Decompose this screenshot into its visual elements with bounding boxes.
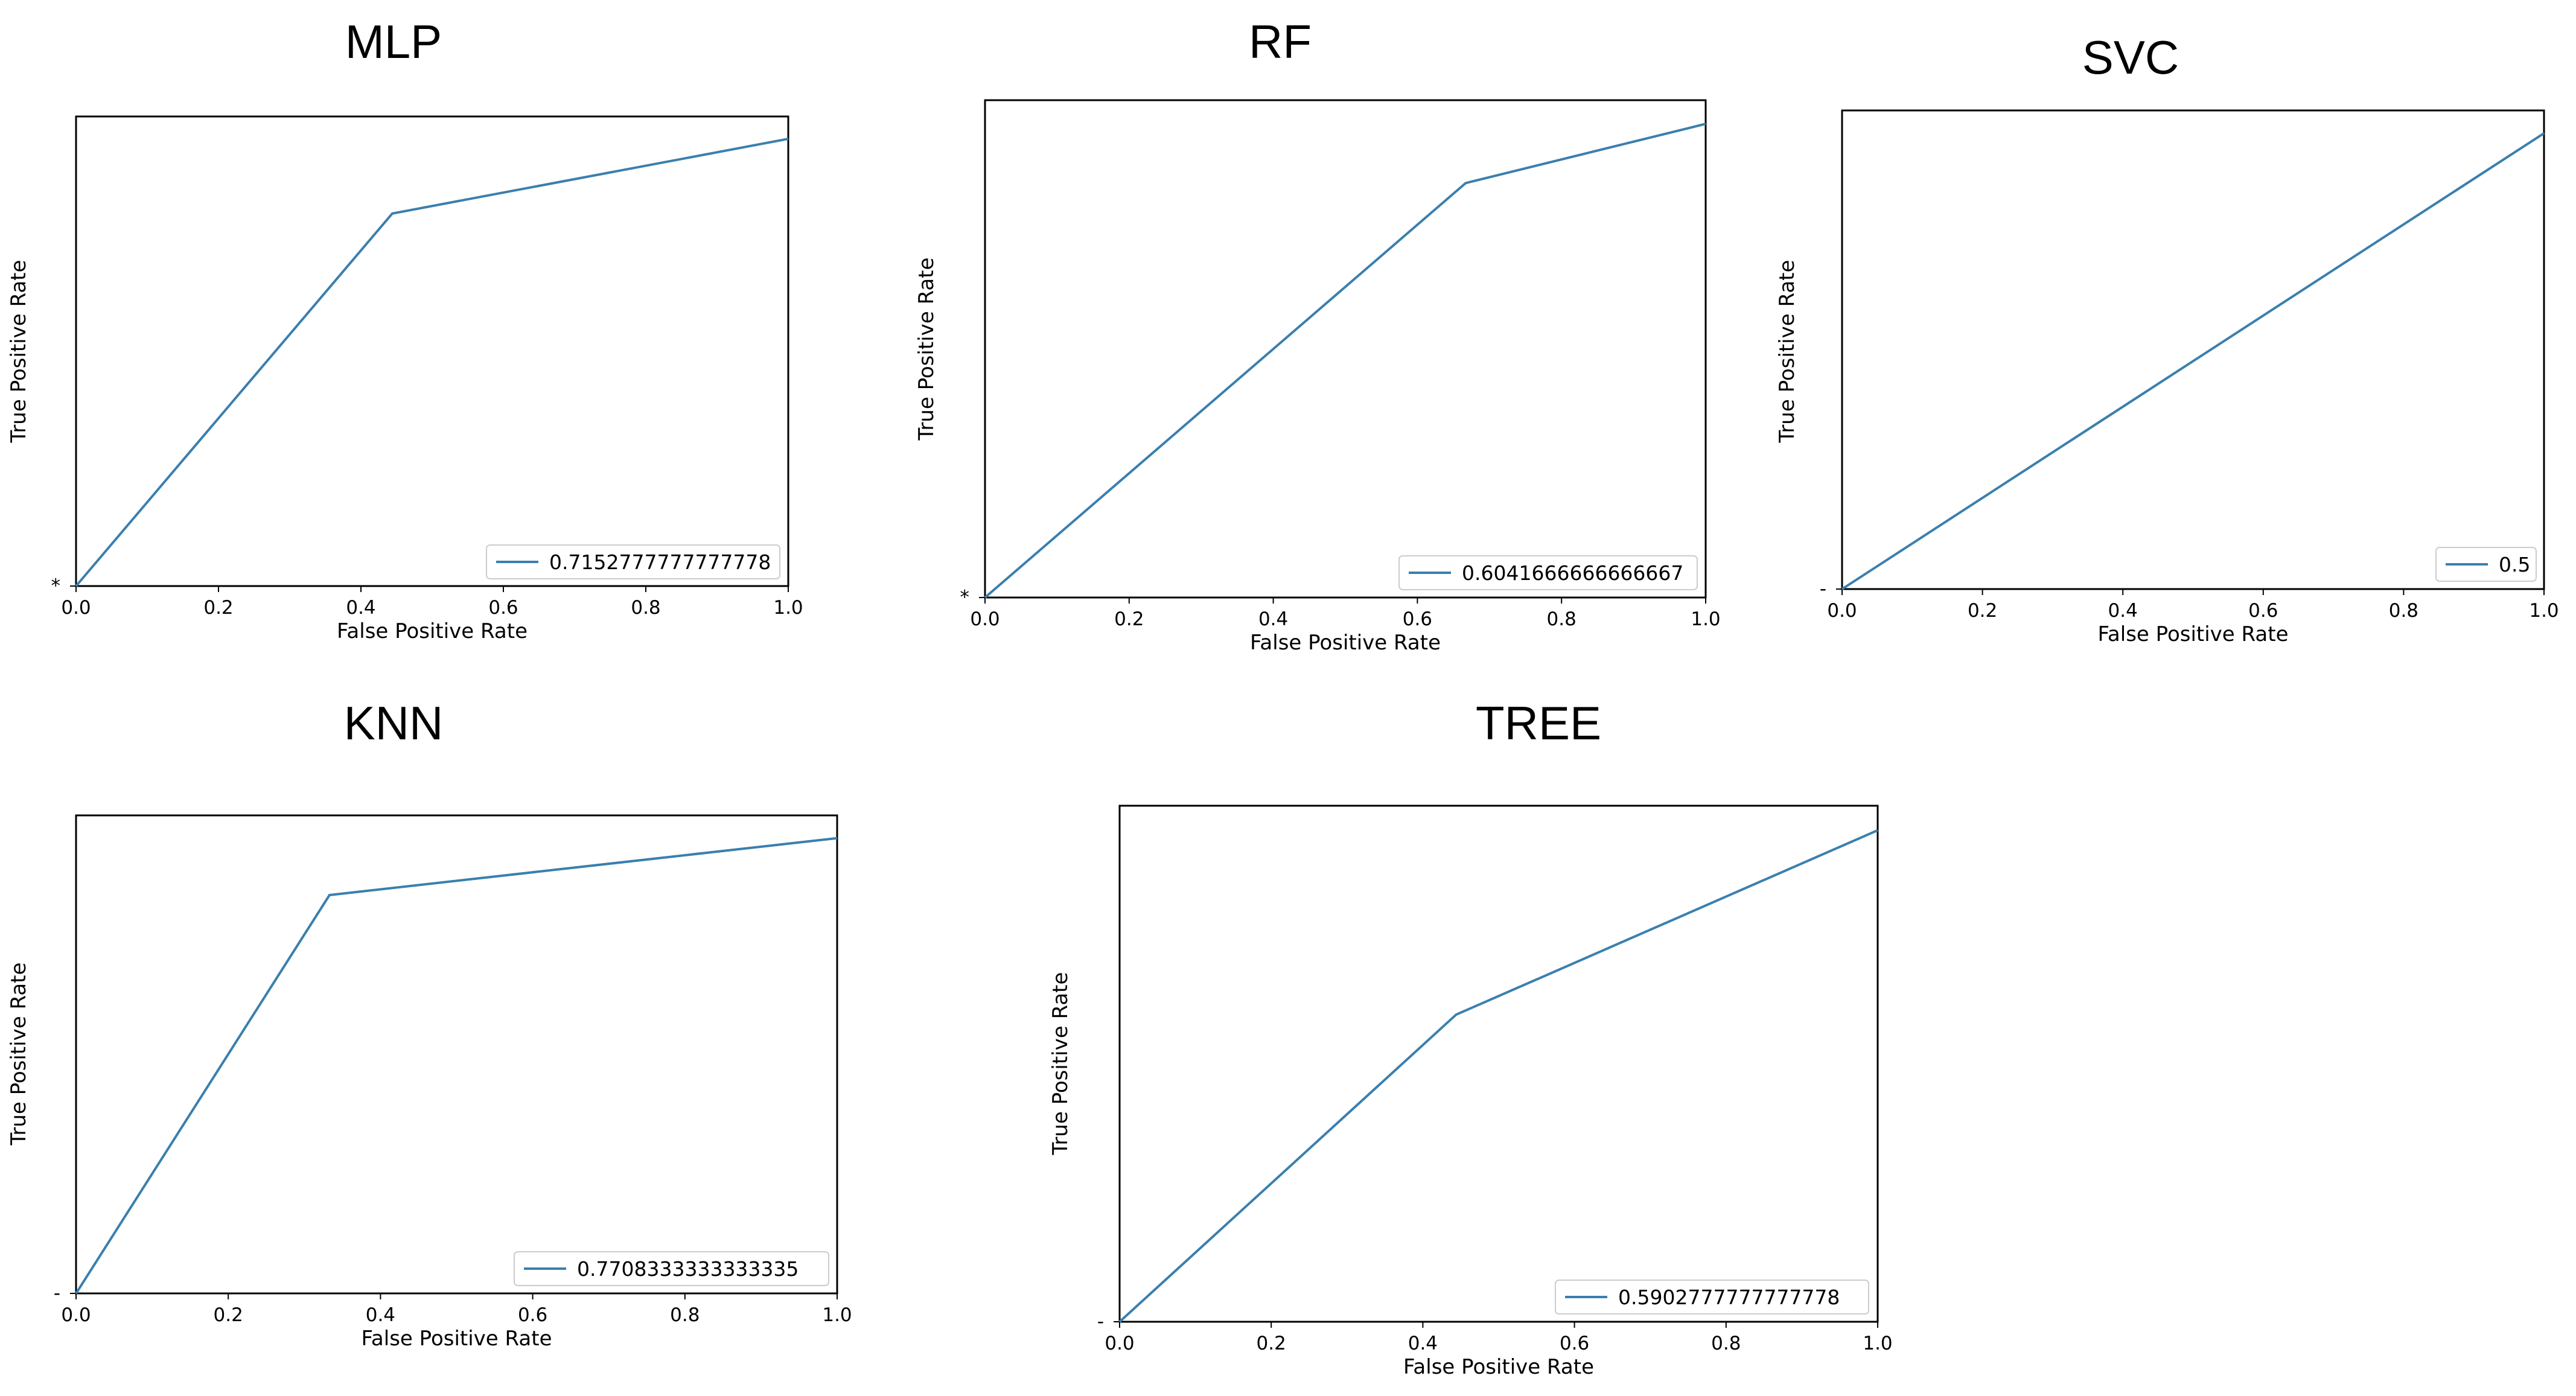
rf-legend: 0.6041666666666667 [1398,555,1698,590]
tree-y-axis-label: True Positive Rate [1048,972,1073,1156]
tree-legend-box [1555,1280,1869,1315]
knn-x-tick-label: 0.0 [61,1304,91,1326]
tree-x-tick-label: 1.0 [1863,1333,1892,1354]
knn-x-tick-label: 0.8 [670,1304,700,1326]
knn-x-tick-label: 0.4 [366,1304,395,1326]
rf-plot-frame [984,99,1707,599]
mlp-roc-line [75,138,789,587]
mlp-x-tick-label: 0.0 [61,597,91,619]
rf-x-tick-label: 0.2 [1114,608,1144,630]
knn-legend-label: 0.7708333333333335 [577,1257,799,1281]
knn-x-tick-label: 0.2 [214,1304,243,1326]
knn-x-axis-label: False Positive Rate [362,1327,552,1351]
rf-title: RF [1249,15,1312,68]
rf-legend-label: 0.6041666666666667 [1462,561,1683,585]
tree-x-tick-label: 0.6 [1560,1333,1589,1354]
mlp-x-tick-label: 1.0 [773,597,803,619]
svc-chart: SVC 0.0 0.2 0.4 0.6 0.8 1.0 - False Positive Rat… [1775,31,2559,646]
knn-title: KNN [344,696,444,750]
tree-title: TREE [1476,696,1601,750]
tree-x-tick-label: 0.4 [1408,1333,1438,1354]
knn-legend-box [514,1251,829,1286]
svc-x-tick-label: 0.6 [2248,600,2278,622]
tree-roc-line [1118,829,1878,1323]
mlp-x-axis-label: False Positive Rate [337,619,528,643]
mlp-x-tick-label: 0.8 [631,597,660,619]
rf-roc-line [984,123,1706,599]
tree-x-axis-label: False Positive Rate [1403,1355,1594,1379]
rf-x-tick-label: 0.0 [970,608,999,630]
mlp-legend-label: 0.7152777777777778 [549,550,771,574]
svc-y-tick-label: - [1820,578,1826,600]
svc-x-tick-label: 1.0 [2529,600,2558,622]
mlp-legend-box [486,544,780,579]
tree-plot-frame [1118,805,1879,1323]
mlp-x-tick-label: 0.6 [488,597,518,619]
rf-y-axis-label: True Positive Rate [914,258,939,441]
mlp-plot-frame [75,115,789,587]
mlp-legend: 0.7152777777777778 [486,544,780,579]
mlp-title: MLP [345,15,442,68]
svc-x-tick-label: 0.4 [2108,600,2138,622]
mlp-chart: MLP 0.0 0.2 0.4 0.6 0.8 1.0 * False Positive Rat… [7,15,803,643]
mlp-y-tick-label: * [51,575,61,597]
svc-plot-frame [1841,109,2545,590]
tree-x-tick-label: 0.0 [1105,1333,1134,1354]
mlp-x-tick-label: 0.2 [203,597,233,619]
knn-chart: KNN 0.0 0.2 0.4 0.6 0.8 1.0 - False Positive Rat… [7,696,852,1351]
rf-x-axis-label: False Positive Rate [1250,631,1441,655]
svc-x-tick-label: 0.2 [1968,600,1997,622]
svc-roc-line [1841,132,2545,590]
tree-x-tick-label: 0.2 [1257,1333,1286,1354]
rf-legend-box [1398,555,1698,590]
knn-roc-line [75,837,838,1295]
rf-x-tick-label: 0.4 [1258,608,1288,630]
tree-chart: TREE 0.0 0.2 0.4 0.6 0.8 1.0 - False Positive Ra… [1048,696,1893,1379]
knn-y-axis-label: True Positive Rate [7,963,31,1146]
tree-x-tick-label: 0.8 [1711,1333,1741,1354]
rf-x-tick-label: 0.8 [1547,608,1577,630]
rf-x-tick-label: 0.6 [1403,608,1432,630]
svc-legend-label: 0.5 [2499,553,2530,576]
svc-x-tick-label: 0.0 [1827,600,1857,622]
knn-x-tick-label: 0.6 [518,1304,547,1326]
tree-legend: 0.5902777777777778 [1555,1280,1869,1315]
svc-legend: 0.5 [2435,547,2537,582]
knn-x-tick-label: 1.0 [822,1304,852,1326]
knn-y-tick-label: - [54,1283,60,1304]
rf-x-tick-label: 1.0 [1691,608,1720,630]
rf-chart: RF 0.0 0.2 0.4 0.6 0.8 1.0 * False Positive Rate… [914,15,1721,655]
svc-y-axis-label: True Positive Rate [1775,260,1799,444]
svc-x-axis-label: False Positive Rate [2098,622,2289,646]
tree-legend-label: 0.5902777777777778 [1618,1286,1840,1309]
knn-plot-frame [75,814,838,1295]
knn-legend: 0.7708333333333335 [514,1251,829,1286]
tree-y-tick-label: - [1097,1311,1104,1333]
svc-title: SVC [2082,31,2179,84]
mlp-x-tick-label: 0.4 [346,597,375,619]
svc-x-tick-label: 0.8 [2389,600,2418,622]
mlp-y-axis-label: True Positive Rate [7,260,31,444]
rf-y-tick-label: * [960,587,970,608]
